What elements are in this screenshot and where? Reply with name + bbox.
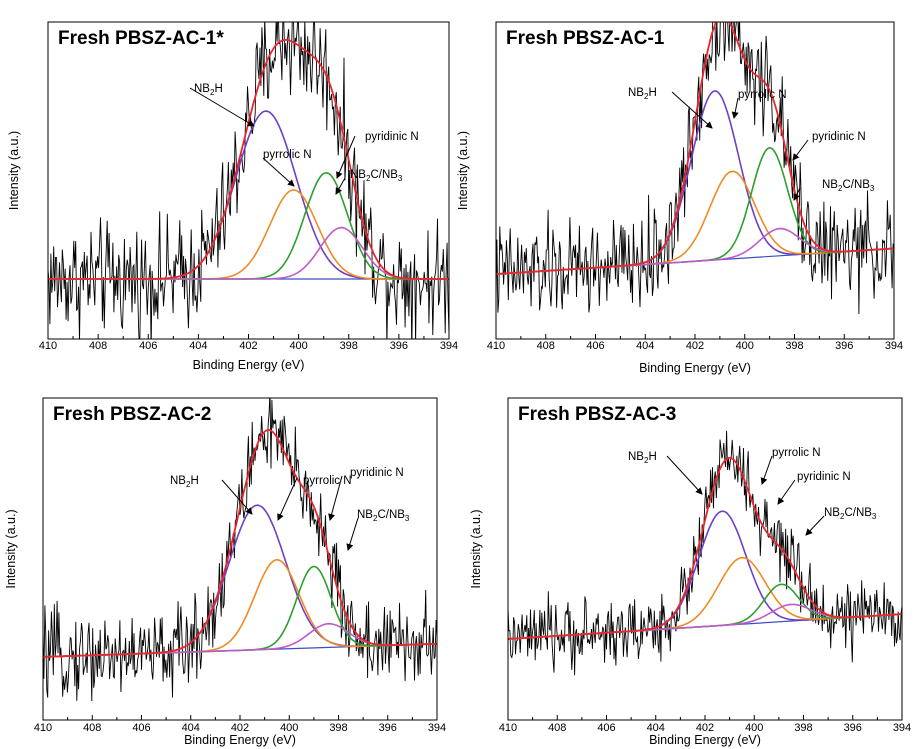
annotation-arrow-2 — [760, 455, 773, 485]
raw-spectrum-line — [48, 22, 449, 339]
annotation-arrow-4 — [346, 517, 359, 551]
component-line-1 — [43, 504, 437, 658]
x-tick-label: 404 — [647, 722, 665, 734]
x-tick-label: 410 — [34, 722, 52, 734]
chart-panel-2: 410 408 406 404 402 400 398 396 394 Binding Energ… — [456, 21, 903, 375]
x-tick-label: 398 — [794, 722, 812, 734]
x-tick-label: 410 — [39, 340, 57, 352]
annotation-arrow-2 — [277, 477, 298, 521]
component-label-1: NB2H — [628, 451, 657, 465]
component-label-3: pyridinic N — [350, 467, 404, 479]
x-tick-label: 398 — [329, 722, 347, 734]
y-axis-label: Intensity (a.u.) — [469, 509, 483, 588]
plot-frame — [507, 397, 903, 721]
component-label-3: pyridinic N — [797, 471, 851, 483]
component-line-2 — [43, 558, 437, 658]
x-tick-label: 402 — [686, 340, 704, 352]
y-axis-label: Intensity (a.u.) — [4, 509, 18, 588]
chart-panel-4: 410 408 406 404 402 400 398 396 394 Binding Energ… — [469, 397, 911, 747]
component-label-4: NB2C/NB3 — [350, 169, 403, 183]
component-label-2: pyrrolic N — [263, 149, 312, 161]
component-label-2: pyrrolic N — [772, 447, 821, 459]
annotation-arrow-1 — [666, 455, 703, 495]
annotation-arrow-2 — [731, 97, 739, 119]
component-label-4: NB2C/NB3 — [822, 179, 875, 193]
panel-title: Fresh PBSZ-AC-1* — [58, 28, 224, 49]
annotation-arrow-3 — [336, 135, 356, 179]
x-tick-label: 402 — [231, 722, 249, 734]
envelope-line — [496, 22, 894, 275]
x-tick-label: 408 — [83, 722, 101, 734]
x-tick-label: 400 — [745, 722, 763, 734]
envelope-line — [508, 457, 902, 640]
x-tick-label: 400 — [736, 340, 754, 352]
component-label-2: pyrrolic N — [738, 89, 787, 101]
x-tick-label: 406 — [132, 722, 150, 734]
x-tick-label: 406 — [139, 340, 157, 352]
envelope-line — [48, 38, 449, 280]
component-label-3: pyridinic N — [812, 131, 866, 143]
component-label-3: pyridinic N — [365, 131, 419, 143]
x-tick-label: 394 — [440, 340, 458, 352]
x-tick-label: 408 — [537, 340, 555, 352]
x-tick-label: 410 — [499, 722, 517, 734]
annotation-arrow-1 — [189, 87, 255, 127]
x-tick-label: 394 — [885, 340, 903, 352]
annotation-arrow-3 — [792, 139, 809, 161]
x-tick-label: 408 — [89, 340, 107, 352]
component-line-3 — [43, 565, 437, 658]
x-tick-label: 402 — [696, 722, 714, 734]
x-tick-label: 396 — [844, 722, 862, 734]
x-tick-label: 404 — [189, 340, 207, 352]
x-tick-label: 408 — [548, 722, 566, 734]
x-tick-label: 398 — [785, 340, 803, 352]
component-label-1: NB2H — [170, 475, 199, 489]
x-tick-label: 394 — [428, 722, 446, 734]
panel-title: Fresh PBSZ-AC-3 — [518, 404, 676, 425]
component-label-2: pyrrolic N — [303, 475, 352, 487]
x-tick-label: 396 — [390, 340, 408, 352]
x-tick-label: 398 — [340, 340, 358, 352]
chart-panel-1: 410 408 406 404 402 400 398 396 394 Binding Energ… — [7, 21, 458, 372]
annotation-arrow-1 — [671, 91, 713, 129]
annotation-arrow-4 — [335, 177, 346, 195]
x-tick-label: 406 — [597, 722, 615, 734]
raw-spectrum-line — [508, 430, 902, 676]
chart-panel-3: 410 408 406 404 402 400 398 396 394 Binding Energ… — [4, 397, 446, 747]
x-axis-label: Binding Energy (eV) — [649, 733, 761, 747]
x-tick-label: 404 — [636, 340, 654, 352]
x-tick-label: 400 — [280, 722, 298, 734]
y-axis-label: Intensity (a.u.) — [7, 131, 21, 210]
annotation-arrow-4 — [793, 187, 801, 201]
component-label-1: NB2H — [194, 83, 223, 97]
annotation-arrow-4 — [805, 515, 825, 536]
y-axis-label: Intensity (a.u.) — [456, 131, 470, 210]
x-tick-label: 400 — [289, 340, 307, 352]
annotation-arrow-3 — [777, 479, 796, 505]
component-label-1: NB2H — [628, 87, 657, 101]
annotation-arrow-2 — [262, 157, 295, 187]
component-label-4: NB2C/NB3 — [357, 509, 410, 523]
x-tick-label: 396 — [835, 340, 853, 352]
x-tick-label: 402 — [239, 340, 257, 352]
annotation-arrow-3 — [328, 475, 343, 521]
x-tick-label: 394 — [893, 722, 911, 734]
annotation-arrow-1 — [221, 479, 253, 515]
envelope-line — [43, 428, 437, 658]
component-label-4: NB2C/NB3 — [824, 507, 877, 521]
x-tick-label: 410 — [487, 340, 505, 352]
raw-spectrum-line — [43, 398, 437, 702]
x-tick-label: 404 — [182, 722, 200, 734]
panel-title: Fresh PBSZ-AC-1 — [506, 28, 665, 49]
x-axis-label: Binding Energy (eV) — [184, 733, 296, 747]
x-tick-label: 406 — [586, 340, 604, 352]
x-axis-label: Binding Energy (eV) — [193, 358, 305, 372]
panel-title: Fresh PBSZ-AC-2 — [53, 404, 211, 425]
x-tick-label: 396 — [379, 722, 397, 734]
x-axis-label: Binding Energy (eV) — [639, 361, 751, 375]
